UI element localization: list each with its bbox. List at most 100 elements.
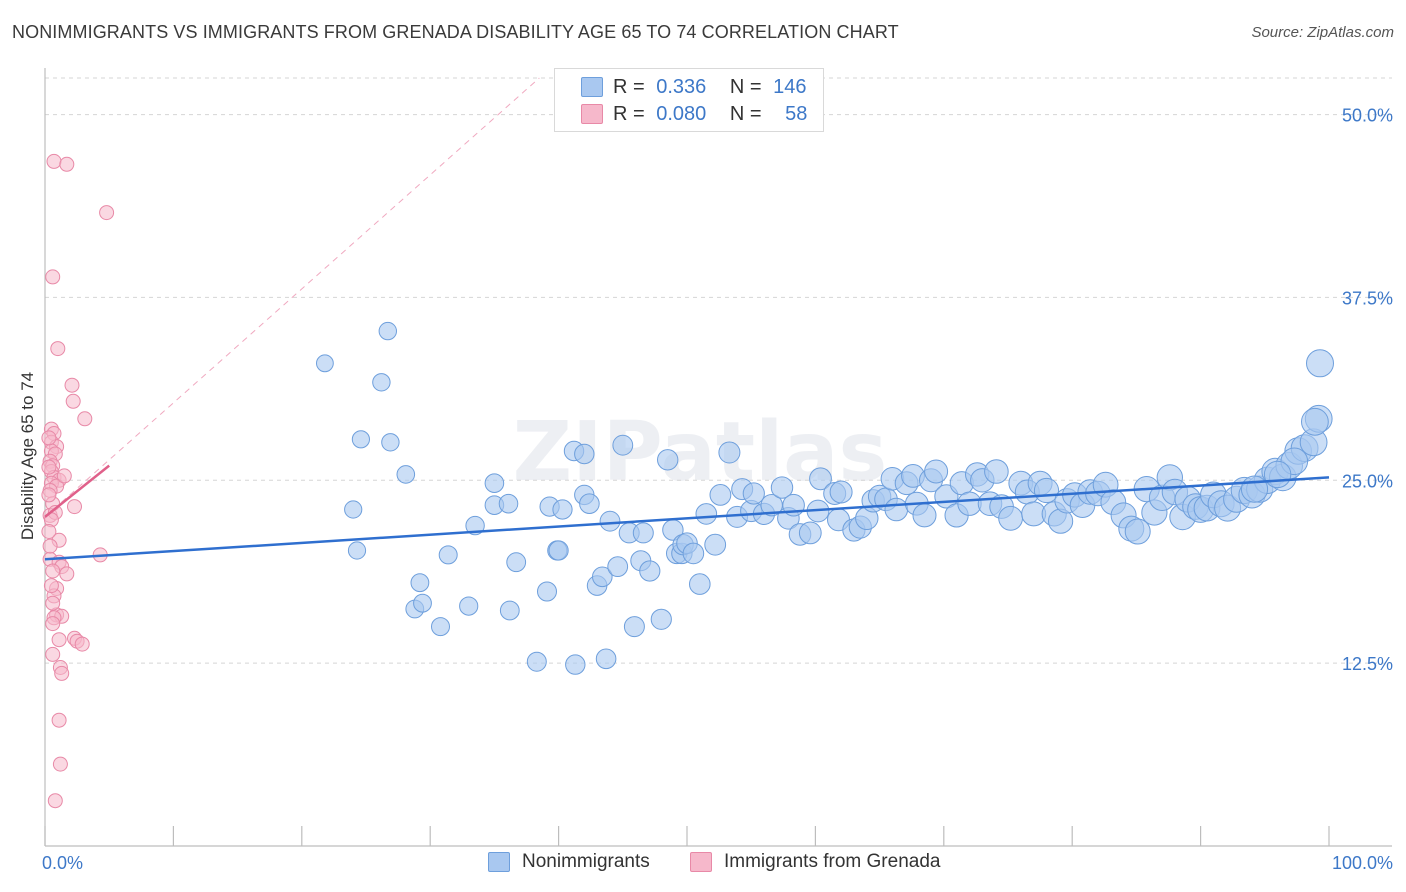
nonimmigrant-point	[344, 500, 363, 519]
nonimmigrant-point	[347, 541, 367, 560]
grenada-point	[41, 487, 57, 503]
nonimmigrant-point	[595, 648, 617, 670]
grenada-point	[51, 632, 67, 648]
nonimmigrant-point	[498, 493, 519, 514]
nonimmigrant-point	[499, 600, 520, 621]
grenada-point	[99, 205, 115, 221]
grenada-point	[64, 377, 80, 393]
grenada-point	[41, 430, 57, 446]
r-value: 0.336	[656, 75, 707, 98]
nonimmigrant-point	[912, 503, 937, 528]
nonimmigrant-point	[1124, 518, 1151, 545]
r-value: 0.080	[656, 102, 707, 125]
grenada-point	[45, 646, 61, 662]
grenada-point	[50, 341, 66, 357]
nonimmigrant-point	[650, 608, 672, 630]
blue-swatch	[488, 852, 510, 872]
nonimmigrant-point	[682, 542, 705, 565]
y-axis-label: Disability Age 65 to 74	[18, 372, 37, 540]
gridlines	[45, 77, 1392, 664]
n-label: N =	[729, 102, 762, 125]
grenada-point	[41, 459, 57, 475]
grenada-point	[77, 411, 93, 427]
grenada-point	[74, 636, 90, 652]
pink-swatch	[690, 852, 712, 872]
r-label: R =	[613, 75, 645, 98]
grenada-point	[59, 566, 75, 582]
nonimmigrant-point	[413, 593, 432, 613]
nonimmigrant-point	[829, 480, 853, 504]
nonimmigrants-points	[316, 321, 1334, 675]
nonimmigrant-point	[316, 354, 334, 373]
nonimmigrant-point	[639, 560, 661, 582]
nonimmigrant-point	[924, 459, 949, 484]
nonimmigrant-point	[506, 552, 527, 573]
nonimmigrant-point	[1301, 407, 1329, 436]
nonimmigrant-point	[431, 617, 450, 637]
grenada-point	[45, 269, 61, 285]
nonimmigrant-point	[378, 321, 397, 341]
nonimmigrant-point	[1306, 349, 1334, 378]
legend-item-grenada: Immigrants from Grenada	[690, 851, 940, 873]
series-legend: Nonimmigrants Immigrants from Grenada	[0, 851, 1406, 879]
nonimmigrant-point	[484, 473, 505, 494]
y-tick-label: 25.0%	[1342, 471, 1393, 491]
nonimmigrant-point	[574, 443, 595, 465]
grenada-trendline	[44, 464, 110, 518]
grenada-point	[45, 595, 61, 611]
y-tick-label: 12.5%	[1342, 654, 1393, 674]
trend-lines	[44, 464, 1330, 561]
grenada-point	[45, 563, 61, 579]
grenada-point	[56, 468, 72, 484]
nonimmigrant-point	[351, 430, 370, 449]
grenada-point	[67, 499, 82, 515]
legend-label-grenada: Immigrants from Grenada	[724, 851, 941, 872]
nonimmigrant-point	[372, 373, 391, 392]
nonimmigrant-point	[689, 573, 711, 595]
nonimmigrant-point	[1263, 460, 1292, 489]
grenada-point	[46, 153, 62, 169]
grenada-point	[47, 793, 63, 809]
reference-line	[44, 77, 540, 518]
grenada-points	[41, 153, 115, 809]
nonimmigrant-point	[607, 556, 629, 577]
nonimmigrant-point	[695, 503, 718, 525]
nonimmigrant-point	[798, 521, 822, 545]
nonimmigrant-point	[552, 499, 573, 520]
nonimmigrant-point	[526, 651, 547, 672]
nonimmigrant-point	[381, 433, 400, 452]
n-value: 146	[773, 75, 807, 98]
grenada-point	[52, 756, 68, 772]
nonimmigrant-point	[592, 566, 613, 588]
nonimmigrant-point	[548, 540, 569, 561]
nonimmigrant-point	[623, 616, 645, 638]
nonimmigrant-point	[718, 441, 741, 464]
grenada-point	[51, 712, 67, 728]
grenada-point	[42, 538, 58, 554]
legend-label-nonimmigrants: Nonimmigrants	[522, 851, 650, 872]
grenada-point	[59, 156, 75, 172]
blue-swatch	[581, 77, 603, 97]
nonimmigrant-point	[396, 465, 416, 484]
nonimmigrants-trendline	[44, 476, 1330, 561]
n-label: N =	[729, 75, 762, 98]
nonimmigrant-point	[410, 573, 430, 593]
nonimmigrant-point	[459, 596, 479, 616]
nonimmigrant-point	[957, 491, 982, 516]
legend-item-nonimmigrants: Nonimmigrants	[488, 851, 650, 873]
tick-labels: 12.5% 25.0% 37.5% 50.0% 0.0% 100.0% Disability…	[18, 106, 1393, 873]
grenada-point	[54, 665, 70, 681]
nonimmigrant-point	[998, 505, 1023, 531]
nonimmigrant-point	[612, 434, 634, 456]
nonimmigrant-point	[537, 581, 557, 602]
n-value: 58	[785, 102, 808, 125]
source-label: Source: ZipAtlas.com	[1251, 24, 1394, 41]
chart-title: NONIMMIGRANTS VS IMMIGRANTS FROM GRENADA…	[12, 22, 899, 42]
y-tick-label: 37.5%	[1342, 288, 1393, 308]
nonimmigrant-point	[565, 654, 586, 675]
nonimmigrant-point	[1240, 475, 1269, 503]
nonimmigrant-point	[984, 459, 1009, 484]
x-tick-label-max: 100.0%	[1332, 853, 1393, 873]
nonimmigrant-point	[704, 533, 727, 556]
y-tick-label: 50.0%	[1342, 106, 1393, 126]
